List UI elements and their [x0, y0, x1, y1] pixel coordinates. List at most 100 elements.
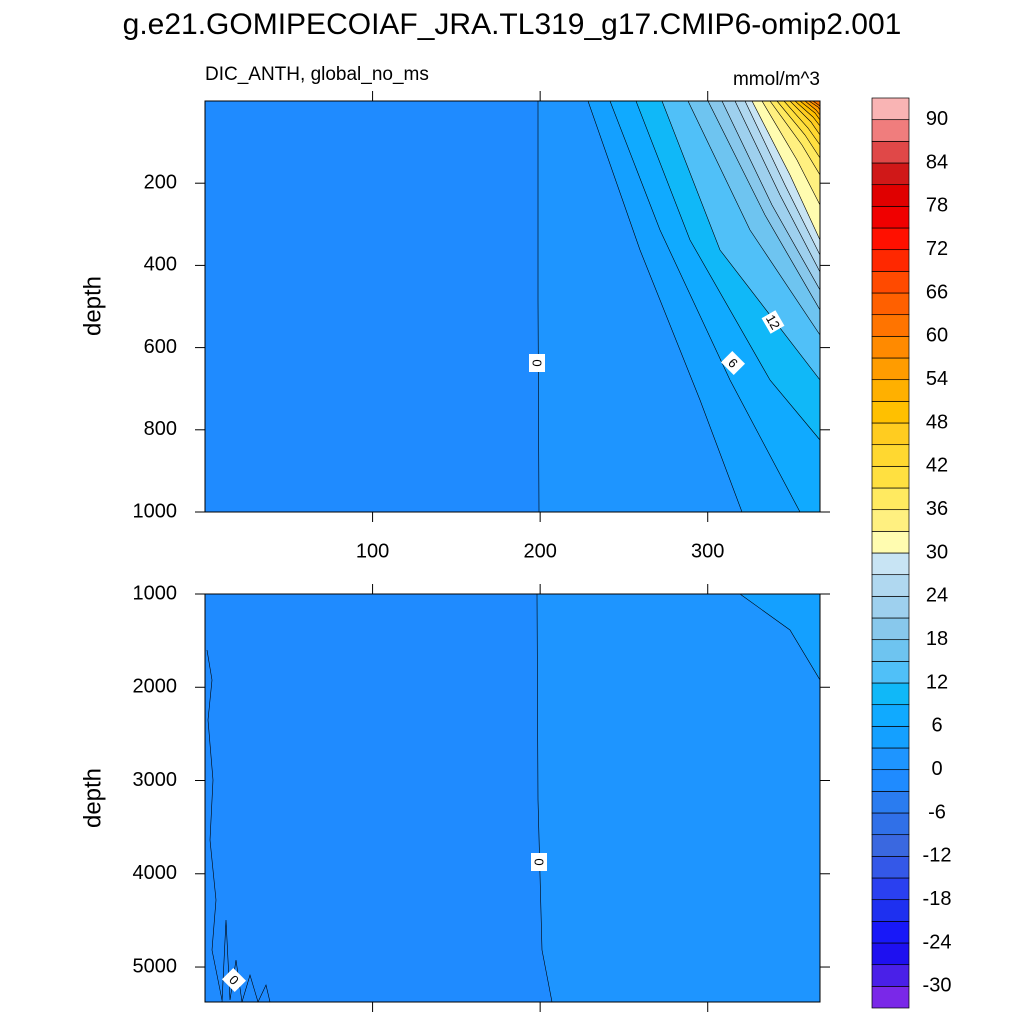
colorbar-box [871, 552, 910, 576]
colorbar-box [871, 357, 910, 381]
contour-label-box [529, 354, 545, 372]
contour-line [721, 101, 820, 291]
colorbar-box [871, 617, 910, 641]
contour-line [761, 101, 820, 206]
colorbar-box [871, 379, 910, 402]
contour-label-box [761, 310, 785, 334]
y-tick-label: 600 [144, 336, 177, 358]
contour-label: 12 [761, 310, 785, 334]
y-tick-label: 4000 [133, 862, 178, 884]
colorbar-box [871, 964, 910, 987]
contour-label: 0 [221, 967, 247, 993]
y-tick-label: 400 [144, 254, 177, 276]
y-tick-label: 800 [144, 418, 177, 440]
colorbar-box [871, 834, 910, 857]
colorbar-box [871, 877, 910, 901]
x-tick-label: 300 [691, 540, 724, 562]
contour-line [206, 649, 223, 1001]
contour-label-text: 0 [530, 359, 545, 366]
contour-label-box [720, 350, 746, 376]
contour-line [609, 101, 801, 512]
contour-line [794, 101, 820, 127]
contour-line [769, 101, 820, 176]
colorbar-box [871, 725, 910, 749]
chart-title: g.e21.GOMIPECOIAF_JRA.TL319_g17.CMIP6-om… [123, 8, 902, 41]
colorbar-tick-label: -24 [923, 931, 952, 953]
contour-label: 0 [529, 354, 545, 372]
colorbar-box [871, 704, 910, 727]
contour-line [799, 101, 820, 121]
contour-label: 0 [531, 853, 547, 871]
colorbar-box [871, 184, 910, 207]
x-tick-label: 100 [356, 540, 389, 562]
colorbar-tick-label: -18 [923, 888, 952, 910]
contour-line [812, 101, 820, 107]
colorbar-box [871, 509, 910, 532]
contour-label-text: 12 [763, 312, 783, 332]
y-axis-label: depth [79, 768, 106, 828]
contour-line [536, 594, 553, 1002]
colorbar-box [871, 487, 910, 511]
colorbar-box [871, 747, 910, 771]
contour-line [789, 101, 820, 136]
contour-line [776, 101, 820, 159]
y-tick-label: 5000 [133, 955, 178, 977]
colorbar-tick-label: 54 [926, 368, 948, 390]
contour-line [635, 101, 820, 441]
colorbar-box [871, 422, 910, 446]
colorbar-box [871, 595, 910, 619]
panel-subtitle: DIC_ANTH, global_no_ms [205, 64, 429, 85]
contour-line [751, 101, 820, 241]
colorbar-box [871, 140, 910, 164]
colorbar-tick-label: 12 [926, 671, 948, 693]
colorbar-box [871, 119, 910, 142]
colorbar-box [871, 314, 910, 337]
contour-label-text: 0 [532, 858, 547, 865]
colorbar-box [871, 465, 910, 489]
colorbar-tick-label: 66 [926, 281, 948, 303]
y-tick-label: 200 [144, 171, 177, 193]
colorbar-box [871, 920, 910, 944]
plot-frame [204, 593, 821, 1003]
colorbar-box [871, 574, 910, 597]
colorbar-tick-label: 72 [926, 238, 948, 260]
colorbar-tick-label: 6 [931, 715, 942, 737]
colorbar-box [871, 899, 910, 922]
contour-region [537, 594, 820, 1002]
y-tick-label: 2000 [133, 676, 178, 698]
colorbar-tick-label: 0 [931, 758, 942, 780]
plot-area [205, 594, 820, 1002]
colorbar-box [871, 812, 910, 836]
colorbar-tick-label: -30 [923, 975, 952, 997]
contour-label-box [531, 853, 547, 871]
contour-line [804, 101, 820, 116]
contour-line [783, 101, 820, 146]
colorbar-tick-label: -12 [923, 845, 952, 867]
colorbar-box [871, 227, 910, 251]
colorbar-box [871, 942, 910, 966]
colorbar-box [871, 270, 910, 294]
colorbar-tick-label: -6 [928, 801, 946, 823]
contour-label: 6 [720, 350, 746, 376]
contour-line [537, 101, 540, 512]
colorbar-box [871, 682, 910, 706]
contour-line [739, 594, 820, 681]
contour-line [707, 101, 820, 311]
contour-line [734, 101, 820, 273]
colorbar-tick-label: 36 [926, 498, 948, 520]
x-tick-label: 200 [523, 540, 556, 562]
colorbar-box [871, 769, 910, 792]
contour-line [744, 101, 820, 256]
colorbar-tick-label: 84 [926, 151, 948, 173]
y-axis-label: depth [79, 276, 106, 336]
colorbar-box [871, 335, 910, 359]
colorbar-box [871, 639, 910, 662]
colorbar-tick-label: 60 [926, 325, 948, 347]
plot-area [205, 101, 820, 512]
y-tick-label: 1000 [133, 500, 178, 522]
colorbar-box [871, 530, 910, 554]
colorbar-tick-label: 78 [926, 195, 948, 217]
colorbar-box [871, 205, 910, 229]
